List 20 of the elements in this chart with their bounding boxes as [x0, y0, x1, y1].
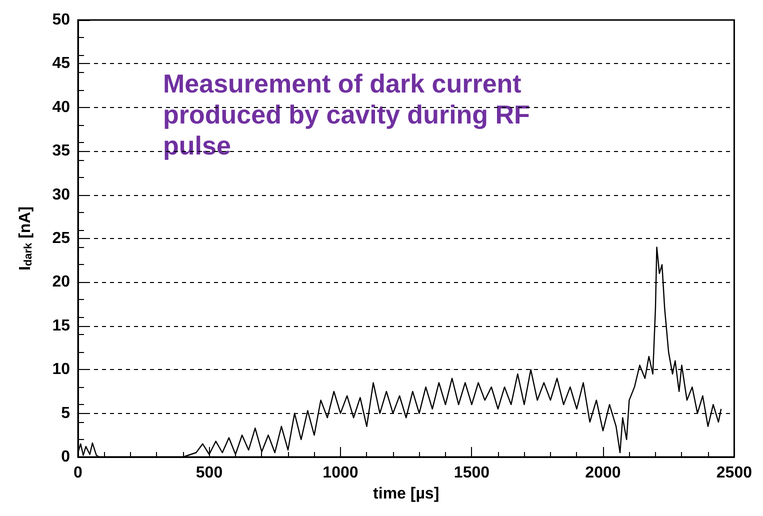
- y-tick-label: 35: [52, 142, 70, 160]
- x-tick-label: 1000: [322, 464, 358, 482]
- annotation: Measurement of dark current produced by cavity during RF pulse: [163, 68, 538, 160]
- y-tick-label: 45: [52, 55, 70, 72]
- y-axis-title: Idark [nA]: [17, 206, 34, 271]
- y-tick-label: 20: [52, 274, 70, 291]
- x-tick-label: 2500: [716, 464, 752, 482]
- y-tick-label: 50: [52, 12, 70, 28]
- x-axis-title: time [µs]: [373, 485, 440, 502]
- y-tick-label: 10: [52, 361, 70, 378]
- y-tick-label: 0: [61, 448, 70, 466]
- y-tick-label: 40: [52, 98, 70, 116]
- y-tick-label: 15: [52, 317, 70, 334]
- x-tick-label: 500: [196, 464, 223, 482]
- y-tick-label: 25: [52, 230, 70, 247]
- x-tick-label: 2000: [585, 464, 621, 482]
- y-tick-label: 30: [52, 186, 70, 204]
- x-tick-label: 0: [74, 464, 83, 482]
- x-tick-label: 1500: [454, 464, 490, 482]
- y-tick-label: 5: [61, 404, 70, 422]
